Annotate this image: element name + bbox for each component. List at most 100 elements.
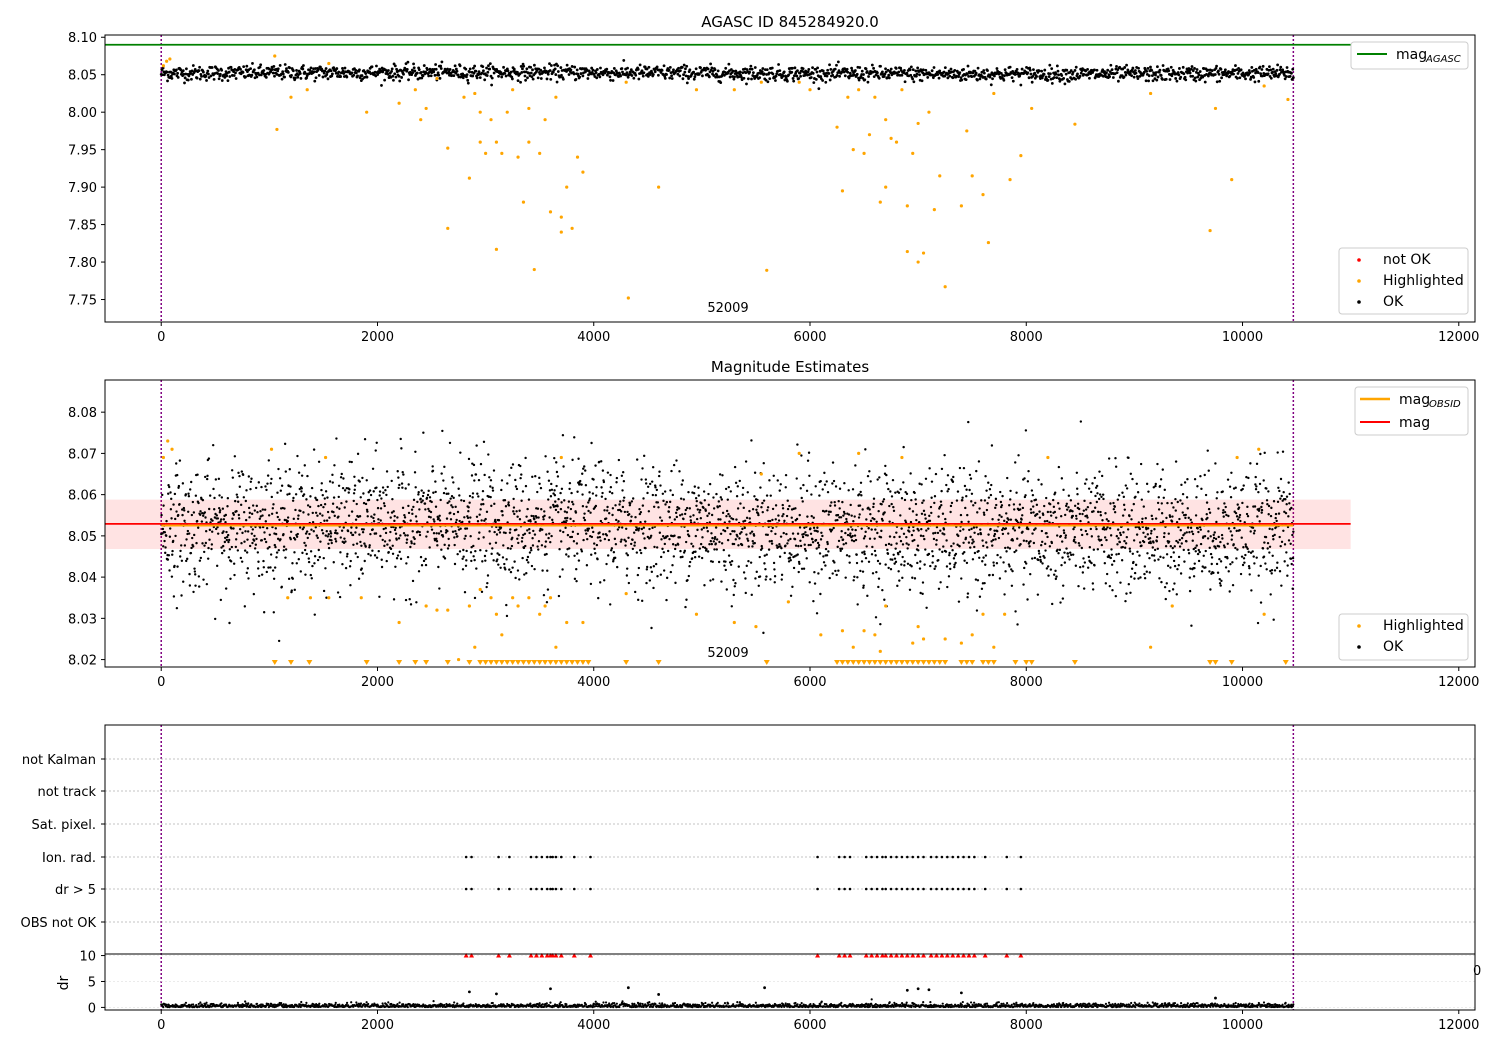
- magnitude-ok-point: [339, 536, 342, 539]
- magnitude-ok-point: [382, 491, 385, 494]
- magnitude-ok-point: [903, 560, 906, 563]
- magnitude-ok-point: [1121, 491, 1124, 494]
- magnitude-ok-point: [565, 519, 568, 522]
- magnitude-ok-point: [394, 565, 397, 568]
- agasc-highlighted-point: [489, 118, 493, 122]
- agasc-ok-point: [309, 66, 313, 70]
- magnitude-ok-point: [1161, 468, 1164, 471]
- magnitude-ok-point: [614, 543, 618, 546]
- magnitude-ok-point: [356, 555, 359, 559]
- magnitude-ok-point: [745, 516, 749, 520]
- magnitude-ok-point: [892, 505, 895, 509]
- magnitude-ok-point: [1140, 520, 1144, 524]
- agasc-panel: AGASC ID 845284920.0 0 2000 4000 6000 8000 10…: [68, 13, 1479, 345]
- magnitude-ok-point: [1023, 566, 1026, 570]
- magnitude-ok-point: [1155, 540, 1158, 543]
- magnitude-ok-point: [1110, 563, 1114, 566]
- magnitude-ok-point: [438, 514, 441, 517]
- magnitude-ok-point: [925, 606, 928, 609]
- agasc-ok-point: [454, 67, 458, 71]
- agasc-ok-point: [647, 65, 651, 69]
- agasc-ok-point: [677, 66, 680, 70]
- magnitude-ok-point: [621, 505, 625, 509]
- magnitude-ok-point: [1064, 536, 1067, 539]
- magnitude-ok-point: [831, 461, 835, 464]
- magnitude-ok-point: [1075, 487, 1079, 490]
- magnitude-ok-point: [1072, 538, 1076, 541]
- magnitude-ok-point: [305, 498, 308, 501]
- magnitude-ok-point: [923, 563, 926, 566]
- magnitude-ok-point: [480, 503, 483, 506]
- magnitude-ok-point: [582, 467, 585, 470]
- magnitude-ok-point: [303, 541, 306, 545]
- agasc-ok-point: [1159, 74, 1163, 77]
- magnitude-ok-point: [694, 550, 697, 553]
- magnitude-ok-point: [908, 588, 912, 591]
- magnitude-ok-point: [830, 501, 833, 504]
- magnitude-ok-point: [477, 537, 480, 540]
- agasc-ok-point: [761, 67, 765, 70]
- magnitude-ok-point: [827, 550, 830, 553]
- magnitude-ok-point: [862, 537, 866, 540]
- agasc-ok-point: [628, 70, 632, 74]
- agasc-ok-point: [485, 66, 488, 70]
- agasc-ok-point: [1074, 77, 1078, 81]
- magnitude-ok-point: [341, 486, 345, 490]
- magnitude-ok-point: [416, 500, 419, 504]
- magnitude-ok-point: [710, 513, 714, 517]
- magnitude-ok-point: [309, 573, 312, 577]
- magnitude-ok-point: [950, 501, 954, 505]
- magnitude-ok-point: [194, 494, 198, 497]
- agasc-ok-point: [872, 66, 875, 70]
- magnitude-ok-point: [200, 520, 204, 523]
- magnitude-ok-point: [884, 563, 887, 566]
- magnitude-ok-point: [990, 444, 994, 447]
- magnitude-ok-point: [297, 514, 300, 517]
- magnitude-ok-point: [832, 526, 835, 530]
- agasc-ok-point: [225, 74, 229, 78]
- magnitude-ok-point: [343, 506, 346, 509]
- magnitude-ok-point: [754, 577, 757, 580]
- agasc-ok-point: [670, 77, 674, 80]
- magnitude-ok-point: [1162, 535, 1166, 539]
- magnitude-ok-point: [411, 579, 415, 583]
- magnitude-ok-point: [594, 464, 597, 467]
- magnitude-ok-point: [345, 555, 349, 558]
- magnitude-ok-point: [620, 474, 624, 478]
- magnitude-ok-point: [232, 527, 235, 530]
- magnitude-ok-point: [911, 576, 914, 579]
- magnitude-ok-point: [530, 564, 534, 568]
- magnitude-ok-point: [797, 570, 800, 574]
- magnitude-ok-point: [873, 549, 877, 553]
- magnitude-ok-point: [325, 519, 329, 522]
- magnitude-ok-point: [831, 482, 834, 485]
- magnitude-ok-point: [808, 474, 811, 477]
- magnitude-ok-point: [398, 483, 401, 487]
- agasc-highlighted-point: [1262, 84, 1266, 88]
- agasc-ok-point: [1030, 80, 1034, 84]
- magnitude-ok-point: [230, 469, 234, 472]
- magnitude-ok-point: [546, 470, 549, 473]
- magnitude-ok-point: [897, 570, 900, 573]
- magnitude-ok-point: [269, 482, 273, 485]
- magnitude-ok-point: [919, 591, 922, 595]
- magnitude-ok-point: [970, 492, 974, 495]
- magnitude-ok-point: [199, 510, 202, 513]
- magnitude-ok-point: [1116, 528, 1120, 531]
- magnitude-ok-point: [745, 564, 748, 568]
- magnitude-ok-point: [316, 536, 319, 540]
- agasc-highlighted-point: [305, 88, 309, 92]
- agasc-ok-point: [765, 68, 769, 71]
- magnitude-ok-point: [712, 496, 715, 499]
- magnitude-ok-point: [1049, 510, 1052, 514]
- agasc-ok-point: [179, 68, 183, 72]
- agasc-ok-point: [591, 68, 595, 72]
- magnitude-ok-point: [480, 590, 484, 594]
- magnitude-ok-point: [1018, 503, 1022, 506]
- magnitude-ok-point: [284, 556, 287, 559]
- magnitude-ok-point: [577, 559, 581, 562]
- agasc-ok-point: [1198, 70, 1202, 73]
- magnitude-ok-point: [1078, 512, 1082, 516]
- magnitude-ok-point: [1171, 588, 1175, 591]
- agasc-ok-point: [1236, 72, 1240, 75]
